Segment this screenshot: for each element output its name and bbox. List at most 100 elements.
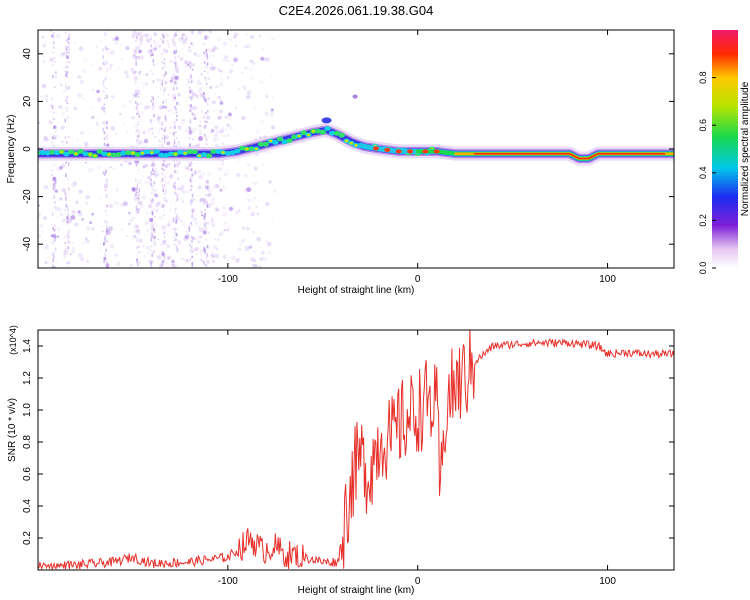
noise-streak: [165, 165, 167, 167]
noise-streak: [175, 107, 177, 111]
noise-speck: [134, 230, 138, 233]
noise-speck: [138, 89, 141, 92]
noise-speck: [165, 200, 168, 203]
noise-speck: [91, 227, 95, 231]
noise-streak: [174, 186, 176, 190]
noise-streak: [162, 188, 164, 193]
noise-speck: [170, 75, 176, 81]
noise-speck: [43, 139, 46, 142]
noise-speck: [78, 46, 84, 51]
noise-streak: [136, 92, 139, 95]
noise-speck: [49, 169, 51, 172]
noise-speck: [121, 58, 124, 60]
noise-streak: [106, 233, 108, 236]
noise-speck: [173, 60, 177, 64]
noise-streak: [135, 89, 137, 94]
noise-speck: [213, 184, 216, 186]
noise-speck: [270, 74, 274, 78]
noise-streak: [104, 256, 106, 260]
noise-speck: [86, 226, 91, 231]
noise-streak: [106, 225, 108, 228]
noise-streak: [163, 73, 166, 78]
noise-streak: [68, 229, 70, 234]
noise-speck: [56, 33, 61, 39]
noise-speck: [139, 70, 142, 73]
noise-speck: [235, 258, 240, 264]
noise-speck: [209, 131, 212, 135]
noise-speck: [218, 232, 223, 236]
noise-speck: [199, 198, 204, 203]
noise-streak: [135, 164, 138, 167]
noise-streak: [138, 114, 140, 118]
noise-speck: [164, 118, 168, 123]
noise-speck: [176, 162, 180, 167]
noise-speck: [164, 106, 167, 109]
noise-speck: [265, 202, 270, 207]
noise-streak: [136, 35, 138, 40]
noise-streak: [52, 63, 54, 67]
noise-speck: [266, 57, 271, 62]
noise-speck: [265, 94, 269, 98]
noise-speck: [167, 43, 170, 46]
noise-streak: [54, 61, 57, 63]
noise-speck: [236, 172, 241, 177]
noise-streak: [67, 38, 70, 41]
noise-speck: [56, 166, 61, 172]
noise-streak: [106, 69, 108, 72]
noise-speck: [181, 222, 186, 226]
ridge-blob: [68, 149, 75, 155]
noise-speck: [154, 173, 158, 177]
noise-speck: [167, 162, 171, 167]
noise-speck: [153, 48, 156, 51]
noise-streak: [53, 126, 55, 130]
noise-speck: [237, 160, 240, 163]
noise-speck: [138, 49, 142, 54]
ridge-blob: [344, 139, 349, 143]
noise-streak: [152, 59, 154, 63]
noise-speck: [184, 36, 188, 41]
noise-streak: [106, 204, 108, 208]
noise-streak: [66, 48, 68, 51]
noise-streak: [191, 95, 193, 100]
noise-speck: [89, 221, 92, 224]
noise-streak: [175, 118, 178, 122]
noise-speck: [139, 55, 144, 60]
noise-speck: [128, 222, 131, 226]
noise-speck: [271, 96, 274, 99]
noise-speck: [152, 188, 157, 194]
ridge-blob: [248, 146, 255, 152]
noise-speck: [171, 261, 175, 265]
noise-speck: [185, 166, 189, 171]
noise-streak: [174, 170, 176, 173]
noise-streak: [188, 228, 191, 232]
noise-speck: [152, 226, 155, 228]
noise-speck: [187, 63, 192, 67]
noise-speck: [150, 163, 156, 168]
noise-streak: [150, 260, 152, 264]
ridge-blob: [321, 117, 332, 124]
noise-speck: [181, 200, 185, 203]
noise-speck: [157, 121, 161, 124]
noise-streak: [151, 188, 154, 191]
noise-speck: [258, 265, 262, 268]
noise-speck: [219, 188, 223, 192]
noise-streak: [136, 229, 138, 232]
noise-speck: [49, 57, 54, 62]
noise-streak: [135, 100, 137, 104]
noise-streak: [65, 203, 68, 208]
ridge-blob: [311, 129, 316, 133]
noise-speck: [80, 257, 85, 262]
noise-streak: [150, 238, 152, 242]
noise-streak: [205, 30, 207, 33]
noise-speck: [96, 165, 101, 170]
noise-streak: [190, 161, 193, 165]
noise-streak: [188, 125, 190, 130]
noise-streak: [103, 90, 105, 93]
noise-streak: [105, 230, 108, 234]
noise-speck: [259, 257, 263, 261]
noise-speck: [184, 234, 190, 240]
noise-streak: [150, 100, 153, 102]
ridge-blob: [272, 140, 279, 145]
noise-streak: [65, 141, 68, 144]
noise-speck: [204, 64, 209, 69]
